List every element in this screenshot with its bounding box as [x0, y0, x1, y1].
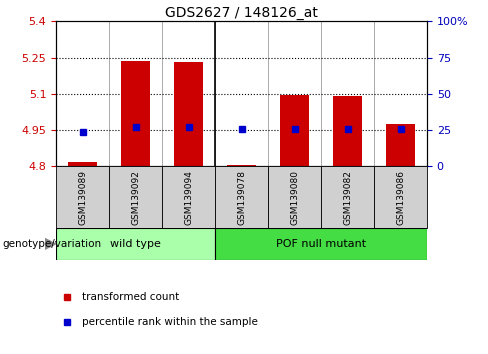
Text: GSM139080: GSM139080	[290, 170, 299, 225]
Polygon shape	[45, 239, 56, 249]
Bar	[56, 166, 109, 228]
Text: GSM139092: GSM139092	[131, 170, 140, 225]
Bar	[68, 161, 97, 166]
Bar	[321, 166, 374, 228]
Bar	[109, 166, 162, 228]
Text: percentile rank within the sample: percentile rank within the sample	[82, 317, 258, 327]
Bar	[280, 95, 309, 166]
Bar	[333, 96, 362, 166]
Text: GSM139082: GSM139082	[343, 170, 352, 225]
Title: GDS2627 / 148126_at: GDS2627 / 148126_at	[165, 6, 318, 20]
Text: GSM139094: GSM139094	[184, 170, 193, 225]
Bar	[174, 62, 203, 166]
Bar	[215, 228, 427, 260]
Bar	[215, 166, 268, 228]
Bar	[227, 165, 256, 166]
Text: GSM139089: GSM139089	[78, 170, 87, 225]
Bar	[162, 166, 215, 228]
Text: genotype/variation: genotype/variation	[2, 239, 102, 249]
Text: wild type: wild type	[110, 239, 161, 249]
Bar	[386, 124, 415, 166]
Bar	[268, 166, 321, 228]
Bar	[121, 61, 150, 166]
Text: GSM139078: GSM139078	[237, 170, 246, 225]
Bar	[374, 166, 427, 228]
Bar	[56, 228, 215, 260]
Text: GSM139086: GSM139086	[396, 170, 405, 225]
Text: transformed count: transformed count	[82, 292, 179, 302]
Text: POF null mutant: POF null mutant	[276, 239, 366, 249]
